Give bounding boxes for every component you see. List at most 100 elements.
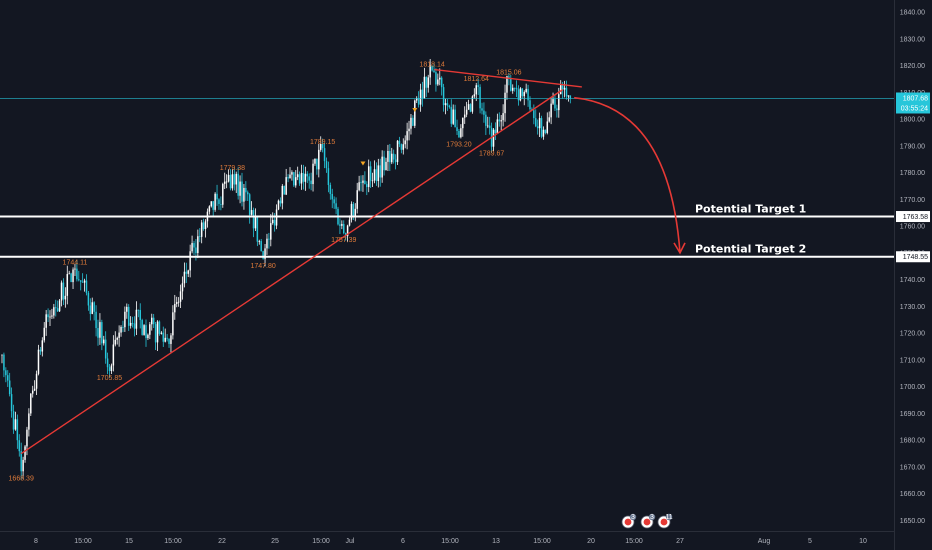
candle-body bbox=[533, 110, 535, 119]
candle-body bbox=[33, 388, 36, 391]
candle bbox=[81, 273, 84, 283]
candle-body bbox=[187, 270, 189, 274]
candle-body bbox=[398, 140, 401, 145]
candle bbox=[523, 90, 525, 106]
annotation-label: 1668.39 bbox=[9, 475, 34, 482]
candle-body bbox=[5, 370, 7, 376]
candle-body bbox=[248, 194, 251, 215]
candle-body bbox=[137, 309, 140, 311]
candle bbox=[8, 372, 11, 397]
candle-body bbox=[329, 184, 332, 194]
candle bbox=[367, 159, 370, 193]
candle-body bbox=[58, 300, 61, 312]
candle bbox=[481, 102, 483, 115]
candle-body bbox=[389, 150, 391, 163]
time-tick-label: 27 bbox=[676, 538, 684, 545]
candle-body bbox=[26, 429, 28, 447]
candle bbox=[103, 335, 105, 346]
candle bbox=[53, 303, 55, 319]
candle bbox=[216, 184, 218, 206]
candle-body bbox=[1, 354, 3, 356]
candle-body bbox=[504, 92, 506, 114]
candle-body bbox=[396, 140, 399, 163]
candle-body bbox=[139, 310, 141, 321]
candle-body bbox=[243, 187, 245, 202]
candle-body bbox=[400, 144, 403, 150]
candle-body bbox=[133, 323, 136, 329]
candle bbox=[559, 80, 562, 95]
time-tick-label: Jul bbox=[346, 538, 355, 545]
candle bbox=[202, 218, 205, 231]
candle bbox=[222, 182, 224, 208]
candle-body bbox=[312, 163, 314, 185]
candle-body bbox=[427, 77, 429, 88]
candle-body bbox=[331, 193, 333, 200]
candle-body bbox=[210, 201, 213, 207]
candle bbox=[218, 198, 220, 210]
candle-body bbox=[81, 281, 84, 283]
candle bbox=[331, 188, 333, 209]
candle bbox=[87, 290, 90, 311]
candle bbox=[112, 335, 115, 372]
candle bbox=[162, 326, 165, 347]
candle-body bbox=[85, 280, 88, 293]
candle bbox=[31, 385, 34, 398]
candle bbox=[197, 229, 199, 259]
candle bbox=[475, 82, 477, 102]
candle bbox=[358, 175, 360, 192]
candle bbox=[154, 321, 157, 350]
candle-body bbox=[212, 201, 214, 210]
candle-body bbox=[237, 173, 239, 196]
candle bbox=[108, 364, 111, 378]
candle bbox=[540, 115, 543, 139]
candle-body bbox=[108, 367, 111, 372]
price-tick-label: 1690.00 bbox=[900, 411, 925, 418]
candle bbox=[325, 157, 328, 173]
candle bbox=[427, 74, 429, 93]
candle bbox=[339, 218, 341, 235]
candle bbox=[525, 83, 527, 94]
candle-body bbox=[343, 223, 345, 234]
candles bbox=[1, 58, 572, 480]
candle bbox=[227, 169, 230, 183]
candle bbox=[389, 144, 391, 172]
candle-body bbox=[508, 76, 510, 79]
candle bbox=[343, 220, 345, 235]
candle-body bbox=[104, 339, 107, 359]
time-axis: 8 15:00 15 15:00 22 25 15:00 Jul 6 15:00 13 15:00 20… bbox=[34, 538, 867, 545]
candle-body bbox=[208, 206, 211, 212]
candle bbox=[129, 316, 132, 329]
price-tick-label: 1660.00 bbox=[900, 491, 925, 498]
candle-body bbox=[12, 411, 15, 430]
candle-body bbox=[181, 283, 184, 292]
candle-body bbox=[300, 172, 303, 184]
candle-body bbox=[500, 120, 502, 122]
event-badges: 3 3 11 bbox=[621, 513, 673, 529]
candle bbox=[356, 182, 358, 214]
candle bbox=[135, 301, 138, 336]
candle-body bbox=[45, 314, 47, 328]
candle bbox=[168, 338, 170, 348]
candle bbox=[458, 129, 460, 138]
candle-body bbox=[3, 354, 5, 371]
candle bbox=[298, 171, 301, 186]
candle-body bbox=[37, 349, 40, 374]
candle-body bbox=[346, 225, 349, 237]
candle bbox=[164, 328, 166, 343]
event-count-label: 3 bbox=[631, 514, 635, 521]
candle bbox=[504, 84, 506, 122]
signal-marker bbox=[360, 161, 366, 166]
candle bbox=[141, 318, 143, 336]
candle-body bbox=[323, 148, 326, 162]
candle bbox=[429, 58, 431, 85]
candle bbox=[83, 278, 86, 292]
candle bbox=[333, 196, 335, 209]
time-tick-label: 25 bbox=[271, 538, 279, 545]
annotation-label: 1757.39 bbox=[331, 237, 356, 244]
candle bbox=[492, 127, 495, 152]
price-tick-label: 1790.00 bbox=[900, 143, 925, 150]
candle-body bbox=[47, 314, 49, 318]
candle-body bbox=[279, 200, 282, 204]
candle-body bbox=[270, 223, 272, 240]
